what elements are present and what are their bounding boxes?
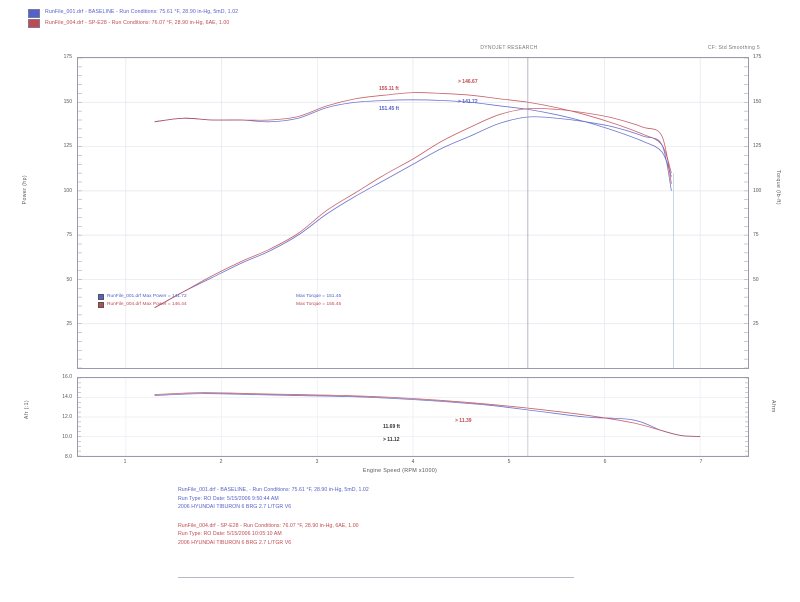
- afr-label-red: > 11.39: [455, 418, 472, 424]
- bottom-legend-line: Run Type: RO Date: 5/15/2006 9:50:44 AM: [178, 495, 279, 502]
- rpm-axis-ticks: 1 2 3 4 5 6 7: [77, 459, 749, 467]
- afr-axis-right-label: Afrm: [770, 400, 776, 413]
- legend-swatch-baseline: [98, 294, 104, 300]
- power-torque-plot-svg: [78, 58, 748, 368]
- bottom-legend-line: RunFile_004.drf - SP-E28 - Run Condition…: [178, 522, 359, 529]
- torque-tick-125: 125: [753, 143, 762, 150]
- peak-torque-label-blue: 151.45 ft: [379, 106, 400, 112]
- bottom-legend-line: RunFile_001.drf - BASELINE, - Run Condit…: [178, 487, 369, 493]
- peak-power-label-blue: > 141.72: [458, 99, 478, 105]
- afr-axis-ticks: 16.0 14.0 12.0 10.0 8.0: [38, 374, 72, 460]
- bottom-legend-line: 2006 HYUNDAI TIBURON 6 BRG 2.7 L/TGR V6: [178, 539, 292, 546]
- power-torque-plot[interactable]: [77, 57, 749, 369]
- rpm-tick-2: 2: [219, 459, 223, 465]
- torque-tick-100: 100: [753, 187, 762, 194]
- rpm-tick-4: 4: [411, 459, 415, 465]
- bottom-legend-line: 2006 HYUNDAI TIBURON 6 BRG 2.7 L/TGR V6: [178, 504, 292, 510]
- bottom-legend: RunFile_001.drf - BASELINE, - Run Condit…: [178, 486, 598, 557]
- inchart-legend-row-baseline: RunFile_001.drf Max Power = 141.72 Max T…: [98, 293, 388, 301]
- power-axis-label: Power (hp): [22, 175, 28, 205]
- power-tick-175: 175: [63, 54, 72, 60]
- torque-tick-25: 25: [753, 321, 759, 328]
- afr-tick-14.0: 14.0: [62, 394, 72, 400]
- run-header-line-baseline: RunFile_001.drf - BASELINE - Run Conditi…: [45, 9, 239, 15]
- run-header: RunFile_001.drf - BASELINE - Run Conditi…: [28, 8, 768, 32]
- afr-plot-svg: [78, 378, 748, 456]
- torque-tick-150: 150: [753, 98, 762, 105]
- torque-tick-75: 75: [753, 232, 759, 239]
- rpm-tick-7: 7: [699, 459, 703, 465]
- afr-tick-8.0: 8.0: [65, 454, 72, 460]
- rpm-tick-5: 5: [507, 459, 511, 465]
- power-tick-75: 75: [66, 232, 72, 239]
- afr-tick-16.0: 16.0: [62, 374, 72, 380]
- afr-label-extra: > 11.12: [383, 437, 400, 443]
- legend-swatch-spe28: [98, 302, 104, 308]
- legend-power-baseline: RunFile_001.drf Max Power = 141.72: [107, 294, 187, 299]
- peak-torque-label-red: 155.11 ft: [379, 86, 399, 92]
- bottom-divider: [178, 577, 574, 578]
- torque-tick-175: 175: [753, 54, 762, 60]
- bottom-legend-line: Run Type: RO Date: 5/15/2006 10:05:10 AM: [178, 531, 282, 537]
- run-swatch-spe28: [28, 19, 40, 28]
- power-tick-100: 100: [63, 187, 72, 194]
- legend-power-spe28: RunFile_004.drf Max Power = 146.44: [107, 302, 187, 307]
- afr-tick-10.0: 10.0: [62, 434, 72, 440]
- power-tick-25: 25: [66, 321, 72, 328]
- correction-factor-note: CF: Std Smoothing 5: [707, 45, 760, 51]
- inchart-legend: RunFile_001.drf Max Power = 141.72 Max T…: [98, 293, 388, 309]
- bottom-legend-block-spe28: RunFile_004.drf - SP-E28 - Run Condition…: [178, 522, 598, 548]
- torque-axis-ticks: 175 150 125 100 75 50 25: [753, 54, 787, 369]
- torque-axis-label: Torque (lb-ft): [775, 170, 781, 206]
- rpm-axis-label: Engine Speed (RPM x1000): [362, 468, 438, 474]
- power-tick-125: 125: [63, 143, 72, 150]
- torque-tick-50: 50: [753, 276, 759, 283]
- peak-power-label-red: > 146.67: [458, 79, 478, 85]
- legend-torque-spe28: Max Torque = 155.45: [296, 302, 342, 307]
- inchart-legend-row-spe28: RunFile_004.drf Max Power = 146.44 Max T…: [98, 301, 388, 309]
- afr-axis-label: Afr (:1): [24, 400, 30, 420]
- power-axis-ticks: 175 150 125 100 75 50 25: [38, 54, 72, 369]
- power-tick-150: 150: [63, 98, 72, 105]
- chart-title: DYNOJET RESEARCH: [480, 45, 538, 51]
- rpm-tick-1: 1: [123, 459, 127, 465]
- bottom-legend-block-baseline: RunFile_001.drf - BASELINE, - Run Condit…: [178, 486, 598, 512]
- run-swatch-baseline: [28, 9, 40, 18]
- chart-title-row: DYNOJET RESEARCH CF: Std Smoothing 5: [70, 43, 760, 53]
- afr-tick-12.0: 12.0: [62, 414, 72, 420]
- run-color-swatches: [28, 8, 40, 28]
- afr-plot[interactable]: [77, 377, 749, 457]
- rpm-tick-3: 3: [315, 459, 319, 465]
- legend-torque-baseline: Max Torque = 151.45: [296, 294, 342, 299]
- power-tick-50: 50: [66, 276, 72, 283]
- afr-label-blue: 11.69 ft: [383, 424, 400, 430]
- rpm-tick-6: 6: [603, 459, 607, 465]
- run-header-line-spe28: RunFile_004.drf - SP-E28 - Run Condition…: [45, 20, 230, 26]
